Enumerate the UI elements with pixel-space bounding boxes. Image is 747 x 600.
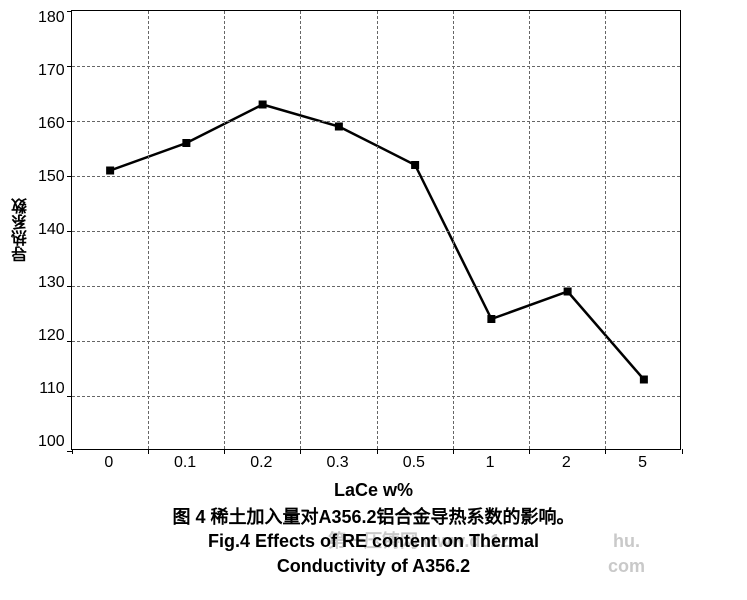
x-tick-label: 1 xyxy=(486,454,495,472)
grid-line-h xyxy=(72,341,680,342)
x-axis-label: LaCe w% xyxy=(10,480,737,501)
y-tick-mark xyxy=(67,176,72,177)
data-marker xyxy=(563,288,571,296)
figure-caption: 图 4 稀土加入量对A356.2铝合金导热系数的影响。 第一压铸网 www.dc… xyxy=(10,505,737,578)
y-tick-label: 120 xyxy=(38,328,65,344)
y-tick-mark xyxy=(67,11,72,12)
grid-line-v xyxy=(148,11,149,449)
plot-area xyxy=(71,10,681,450)
y-tick-label: 100 xyxy=(38,434,65,450)
y-tick-mark xyxy=(67,231,72,232)
grid-line-h xyxy=(72,176,680,177)
y-tick-label: 170 xyxy=(38,63,65,79)
x-ticks: 0 0.1 0.2 0.3 0.5 1 2 5 xyxy=(71,450,681,474)
y-tick-label: 160 xyxy=(38,116,65,132)
x-tick-label: 5 xyxy=(638,454,647,472)
data-marker xyxy=(411,161,419,169)
data-marker xyxy=(487,315,495,323)
grid-line-h xyxy=(72,286,680,287)
x-tick-label: 0.3 xyxy=(326,454,348,472)
y-axis-label: 导热系数 xyxy=(10,198,34,262)
grid-line-h xyxy=(72,231,680,232)
data-marker xyxy=(335,123,343,131)
grid-line-h xyxy=(72,66,680,67)
plot-wrapper: 导热系数 180 170 160 150 140 130 120 110 100 xyxy=(10,10,737,450)
grid-line-v xyxy=(453,11,454,449)
y-tick-mark xyxy=(67,396,72,397)
grid-line-v xyxy=(300,11,301,449)
y-tick-label: 110 xyxy=(38,381,65,397)
x-ticks-row: 0 0.1 0.2 0.3 0.5 1 2 5 xyxy=(10,450,737,474)
y-tick-label: 140 xyxy=(38,222,65,238)
data-marker xyxy=(258,101,266,109)
chart-container: 导热系数 180 170 160 150 140 130 120 110 100 0 0.1 0.2… xyxy=(10,10,737,578)
x-tick-label: 0.5 xyxy=(403,454,425,472)
grid-line-v xyxy=(377,11,378,449)
x-tick-label: 0 xyxy=(104,454,113,472)
y-tick-mark xyxy=(67,286,72,287)
y-tick-mark xyxy=(67,341,72,342)
x-tick-mark xyxy=(682,449,683,454)
x-tick-label: 0.2 xyxy=(250,454,272,472)
data-marker xyxy=(640,376,648,384)
y-tick-label: 150 xyxy=(38,169,65,185)
y-ticks: 180 170 160 150 140 130 120 110 100 xyxy=(38,10,65,450)
grid-line-v xyxy=(605,11,606,449)
y-tick-mark xyxy=(67,121,72,122)
x-tick-label: 2 xyxy=(562,454,571,472)
grid-line-v xyxy=(529,11,530,449)
data-marker xyxy=(106,167,114,175)
data-marker xyxy=(182,139,190,147)
grid-line-h xyxy=(72,121,680,122)
y-tick-label: 130 xyxy=(38,275,65,291)
caption-line-1: 图 4 稀土加入量对A356.2铝合金导热系数的影响。 xyxy=(10,505,737,529)
y-tick-label: 180 xyxy=(38,10,65,26)
grid-line-h xyxy=(72,396,680,397)
caption-line-3: Conductivity of A356.2 xyxy=(10,554,737,578)
chart-svg xyxy=(72,11,680,449)
x-tick-label: 0.1 xyxy=(174,454,196,472)
caption-line-2: Fig.4 Effects of RE content on Thermal xyxy=(208,531,539,551)
grid-line-v xyxy=(224,11,225,449)
y-tick-mark xyxy=(67,66,72,67)
